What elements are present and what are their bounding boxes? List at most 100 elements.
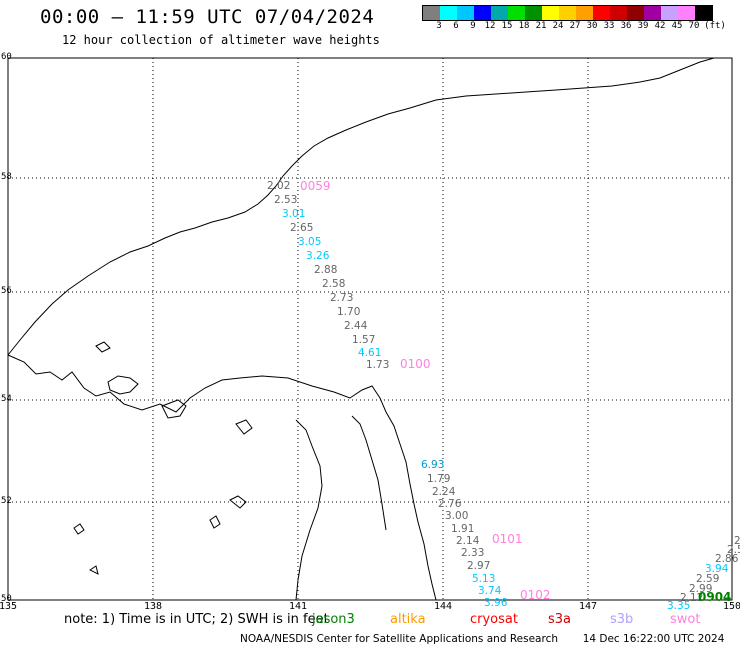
colorbar-swatch xyxy=(593,6,610,20)
latitude-label: 56 xyxy=(1,286,12,296)
colorbar-unit: (ft) xyxy=(704,21,726,31)
pass-time-label: 0059 xyxy=(300,179,331,193)
swh-value: 2.97 xyxy=(467,560,491,572)
colorbar-tick-label: 6 xyxy=(453,21,459,31)
pass-time-label: 0904 xyxy=(698,590,732,604)
colorbar-tick-label: 24 xyxy=(552,21,564,31)
colorbar-tick-label: 15 xyxy=(501,21,513,31)
colorbar-swatch xyxy=(559,6,576,20)
longitude-label: 135 xyxy=(0,601,18,612)
colorbar-swatch xyxy=(440,6,457,20)
colorbar-tick-label: 18 xyxy=(518,21,530,31)
swh-value: 1.70 xyxy=(337,306,361,318)
colorbar-tick-label: 33 xyxy=(603,21,615,31)
colorbar-tick-label: 36 xyxy=(620,21,632,31)
longitude-label: 144 xyxy=(434,601,453,612)
swh-value: 3.01 xyxy=(282,208,306,220)
swh-value: 1.73 xyxy=(366,359,390,371)
colorbar-swatch xyxy=(627,6,644,20)
legend-entry: swot xyxy=(670,612,701,627)
colorbar-swatch xyxy=(644,6,661,20)
swh-value: 3.35 xyxy=(667,600,691,612)
colorbar-tick-label: 12 xyxy=(484,21,496,31)
swh-value: 2.14 xyxy=(456,535,480,547)
pass-time-label: 0102 xyxy=(520,588,551,602)
colorbar-swatch xyxy=(695,6,712,20)
colorbar-tick-label: 42 xyxy=(654,21,666,31)
latitude-label: 58 xyxy=(1,172,12,182)
map-border xyxy=(7,57,733,601)
coastline xyxy=(7,57,715,601)
swh-value: 2.5 xyxy=(727,544,740,556)
colorbar-swatch xyxy=(678,6,695,20)
swh-value: 2 xyxy=(734,535,740,547)
map-subtitle: 12 hour collection of altimeter wave hei… xyxy=(62,33,380,47)
swh-value: 2.65 xyxy=(290,222,314,234)
swh-value: 2.76 xyxy=(438,498,462,510)
latitude-label: 54 xyxy=(1,394,12,404)
colorbar-tick-label: 45 xyxy=(671,21,683,31)
map-title: 00:00 – 11:59 UTC 07/04/2024 xyxy=(40,6,375,28)
colorbar-swatch xyxy=(542,6,559,20)
legend-entry: s3a xyxy=(548,612,572,627)
swh-value: 2.88 xyxy=(314,264,338,276)
swh-value: 3.05 xyxy=(298,236,322,248)
swh-value: 1.91 xyxy=(451,523,475,535)
swh-value: 2.33 xyxy=(461,547,485,559)
colorbar-tick-label: 27 xyxy=(569,21,581,31)
colorbar-swatch xyxy=(508,6,525,20)
longitude-label: 141 xyxy=(289,601,308,612)
credit-text: NOAA/NESDIS Center for Satellite Applica… xyxy=(240,633,558,645)
colorbar-tick-label: 70 xyxy=(688,21,700,31)
colorbar-tick-label: 9 xyxy=(470,21,476,31)
longitude-label: 147 xyxy=(579,601,598,612)
colorbar-swatch xyxy=(423,6,440,20)
swh-value: 2.44 xyxy=(344,320,368,332)
legend-entry: cryosat xyxy=(470,612,518,627)
graticule xyxy=(8,58,732,600)
colorbar-swatch xyxy=(661,6,678,20)
colorbar xyxy=(422,5,713,21)
colorbar-tick-label: 21 xyxy=(535,21,547,31)
footer-credit: NOAA/NESDIS Center for Satellite Applica… xyxy=(240,633,724,645)
colorbar-tick-label: 3 xyxy=(436,21,442,31)
swh-value: 2.12 xyxy=(680,592,704,604)
swh-value: 4.61 xyxy=(358,347,382,359)
colorbar-tick-label: 39 xyxy=(637,21,649,31)
legend-entry: s3b xyxy=(610,612,634,627)
swh-value: 3.74 xyxy=(478,585,502,597)
swh-value: 2.59 xyxy=(696,573,720,585)
swh-value: 2.86 xyxy=(715,553,739,565)
legend-entry: altika xyxy=(390,612,426,627)
swh-value: 6.93 xyxy=(421,459,445,471)
latitude-label: 52 xyxy=(1,496,12,506)
longitude-label: 138 xyxy=(144,601,163,612)
swh-value: 2.99 xyxy=(689,583,713,595)
footer-note: note: 1) Time is in UTC; 2) SWH is in fe… xyxy=(64,612,329,627)
swh-value: 3.96 xyxy=(484,597,508,609)
credit-timestamp: 14 Dec 16:22:00 UTC 2024 xyxy=(582,633,725,645)
swh-value: 1.57 xyxy=(352,334,376,346)
swh-value: 1.79 xyxy=(427,473,451,485)
colorbar-swatch xyxy=(525,6,542,20)
latitude-label: 50 xyxy=(1,594,12,604)
swh-value: 2.73 xyxy=(330,292,354,304)
swh-value: 2.53 xyxy=(274,194,298,206)
swh-value: 2.02 xyxy=(267,180,291,192)
swh-value: 3.00 xyxy=(445,510,469,522)
swh-value: 2.24 xyxy=(432,486,456,498)
longitude-label: 150 xyxy=(723,601,740,612)
swh-value: 3.94 xyxy=(705,563,729,575)
legend-entry: jason3 xyxy=(312,612,355,627)
swh-value: 2.58 xyxy=(322,278,346,290)
swh-value: 5.13 xyxy=(472,573,496,585)
colorbar-swatch xyxy=(491,6,508,20)
colorbar-swatch xyxy=(457,6,474,20)
pass-time-label: 0100 xyxy=(400,357,431,371)
colorbar-swatch xyxy=(610,6,627,20)
colorbar-tick-label: 30 xyxy=(586,21,598,31)
colorbar-swatch xyxy=(576,6,593,20)
pass-time-label: 0101 xyxy=(492,532,523,546)
latitude-label: 60 xyxy=(1,52,12,62)
